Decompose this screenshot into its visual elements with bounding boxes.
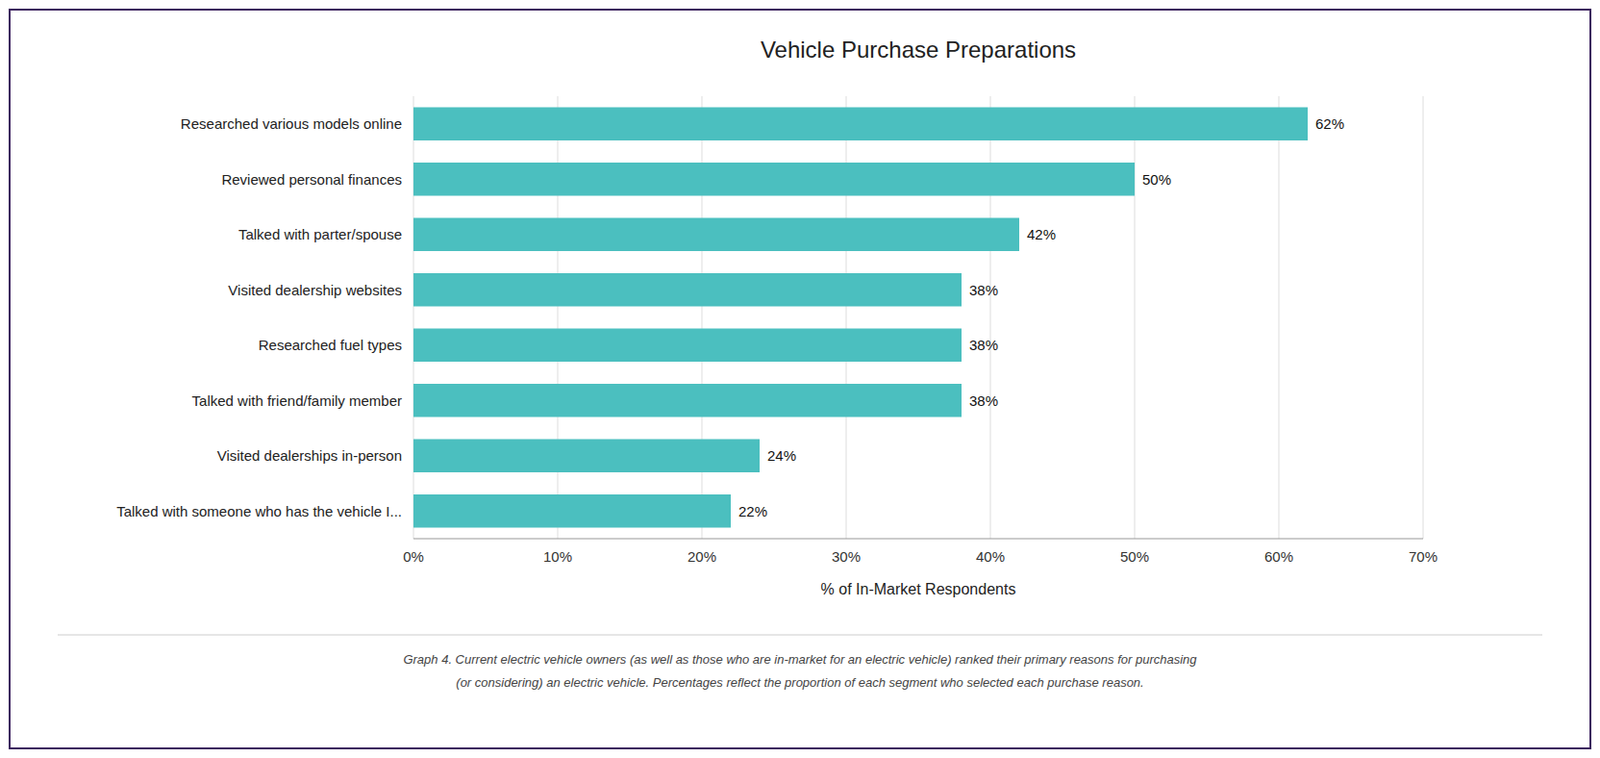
chart: Vehicle Purchase Preparations 0% 10% 20% 30%… [0,0,1600,758]
bar [413,218,1020,252]
bar [413,439,760,474]
category-label: Visited dealerships in-person [217,447,402,464]
bars [413,107,1308,528]
x-axis-label: % of In-Market Respondents [821,580,1017,598]
tick-label: 70% [1408,548,1438,565]
separator [57,634,1543,636]
data-label: 38% [969,392,999,409]
tick-label: 50% [1120,548,1150,565]
caption: Graph 4. Current electric vehicle owners… [402,651,1198,667]
x-axis [413,538,1424,540]
tick-label: 60% [1264,548,1294,565]
grid-line [1278,96,1280,539]
data-label: 38% [969,281,999,299]
grid-line [1423,96,1425,539]
labels: 22% 24% 38% 38% 38% 42% 50% 62% [738,115,1345,520]
data-label: 42% [1026,225,1056,243]
data-label: 62% [1315,115,1345,132]
category-label: Researched various models online [180,115,402,132]
bar [413,162,1135,197]
category-label: Talked with parter/spouse [238,225,402,243]
data-label: 24% [767,447,797,464]
data-label: 50% [1142,171,1172,188]
category-label: Reviewed personal finances [221,171,402,188]
border [9,9,1591,749]
bar [413,494,731,528]
bar [413,273,962,307]
tick-label: 30% [831,548,861,565]
category-label: Visited dealership websites [227,281,402,299]
tick-label: 40% [975,548,1005,565]
category-label: Talked with friend/family member [192,392,402,409]
tick-label: 0% [402,548,425,565]
tick-label: 10% [543,548,573,565]
bar [413,328,962,363]
category-label: Talked with someone who has the vehicle … [116,502,402,520]
tick-label: 20% [687,548,717,565]
grid [413,96,1424,539]
title: Vehicle Purchase Preparations [760,36,1076,63]
caption: (or considering) an electric vehicle. Pe… [455,675,1144,690]
bar [413,107,1308,142]
category-label: Researched fuel types [258,336,402,353]
data-label: 22% [738,502,768,520]
bar [413,383,962,418]
data-label: 38% [969,336,999,353]
